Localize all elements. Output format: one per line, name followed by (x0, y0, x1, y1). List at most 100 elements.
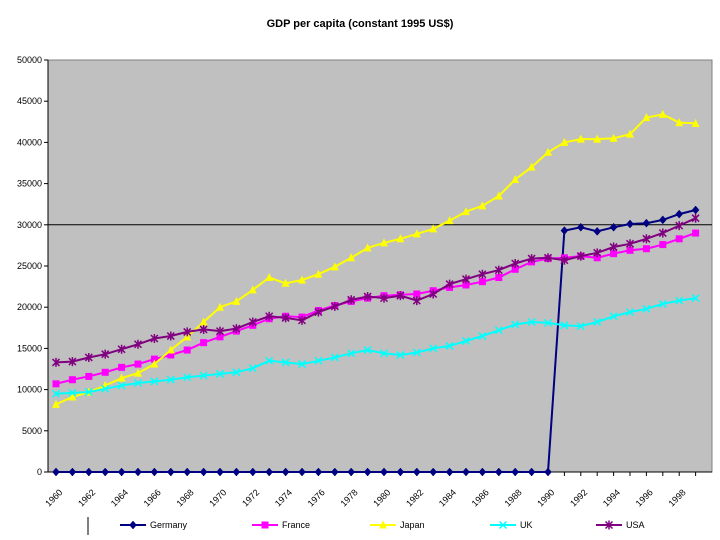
uk-point (68, 388, 77, 397)
germany-point (84, 467, 93, 477)
usa-point (166, 331, 175, 341)
usa-point (265, 311, 274, 321)
legend-label: UK (520, 520, 533, 530)
uk-point (166, 375, 175, 384)
usa-point (609, 242, 618, 252)
france-point (593, 254, 601, 262)
germany-point (216, 467, 224, 477)
germany-point (117, 467, 126, 477)
y-tick-label: 25000 (17, 261, 42, 271)
japan-point (363, 243, 372, 252)
uk-point (347, 349, 356, 358)
uk-point (183, 373, 192, 382)
germany-point (675, 209, 684, 219)
usa-point (281, 313, 290, 323)
chart-title: GDP per capita (constant 1995 US$) (267, 18, 454, 30)
uk-point (281, 358, 290, 367)
usa-point (117, 344, 126, 354)
usa-point (314, 307, 323, 317)
y-axis: 0 5000 10000 15000 20000 25000 30000 35000 40000… (17, 55, 49, 477)
usa-point (215, 326, 225, 336)
x-tick-label: 1976 (306, 487, 327, 508)
x-tick-label: 1974 (273, 487, 294, 508)
japan-point (199, 317, 208, 326)
legend-item-usa: USA (596, 520, 645, 530)
france-point (52, 380, 60, 388)
uk-point (625, 308, 635, 317)
uk-point (494, 326, 503, 335)
japan-point (314, 269, 323, 278)
japan-point (494, 191, 503, 200)
germany-point (183, 467, 192, 477)
usa-point (199, 324, 208, 334)
japan-line (55, 113, 696, 406)
japan-point (462, 207, 470, 216)
japan-point (134, 368, 142, 377)
usa-point (625, 239, 635, 249)
japan-point (429, 224, 438, 233)
germany-point (101, 467, 110, 477)
y-tick-label: 0 (37, 467, 42, 477)
uk-point (363, 346, 372, 355)
usa-point (51, 357, 61, 367)
usa-point (511, 259, 520, 269)
usa-point (412, 296, 421, 306)
uk-point (527, 318, 536, 327)
germany-point (134, 467, 142, 477)
germany-point (52, 467, 60, 477)
series-uk (51, 294, 700, 398)
germany-point (248, 467, 257, 477)
usa-point (642, 234, 651, 244)
germany-point (544, 467, 552, 477)
japan-point (52, 399, 60, 408)
japan-point (412, 229, 421, 238)
japan-point (232, 296, 241, 305)
x-tick-label: 1964 (109, 487, 130, 508)
series-japan (52, 109, 700, 408)
usa-point (68, 357, 77, 367)
japan-point (216, 302, 224, 311)
uk-point (609, 312, 618, 321)
uk-point (642, 304, 651, 313)
japan-point (642, 113, 651, 122)
x-tick-label: 1984 (437, 487, 458, 508)
x-tick-label: 1972 (240, 487, 261, 508)
germany-point (347, 467, 356, 477)
japan-point (68, 392, 77, 401)
germany-point (68, 467, 77, 477)
uk-line (55, 297, 696, 395)
japan-point (330, 262, 339, 271)
y-tick-label: 45000 (17, 96, 42, 106)
france-point (462, 281, 470, 289)
uk-point (576, 322, 585, 331)
usa-point (101, 349, 110, 359)
uk-point (412, 348, 421, 357)
france-point (610, 250, 618, 258)
usa-point (675, 221, 684, 231)
usa-point (494, 265, 503, 275)
germany-point (642, 218, 651, 228)
germany-line (56, 209, 696, 473)
usa-point (150, 334, 159, 344)
france-point (200, 339, 208, 347)
germany-point (150, 467, 159, 477)
germany-point (478, 467, 487, 477)
legend-label: Germany (150, 520, 188, 530)
uk-point (199, 371, 208, 380)
japan-point (527, 162, 536, 171)
usa-point (527, 254, 536, 264)
france-point (413, 290, 421, 298)
germany-point (626, 219, 634, 229)
japan-point (691, 118, 700, 127)
japan-point (626, 129, 634, 138)
x-tick-label: 1970 (207, 487, 228, 508)
legend-item-france: France (252, 520, 310, 530)
uk-point (150, 377, 159, 386)
france-point (478, 278, 486, 286)
usa-point (396, 291, 405, 301)
x-tick-label: 1978 (338, 487, 359, 508)
germany-point (511, 467, 520, 477)
japan-point (347, 253, 356, 262)
legend-swatch-marker (379, 520, 387, 529)
y-tick-label: 50000 (17, 55, 42, 65)
